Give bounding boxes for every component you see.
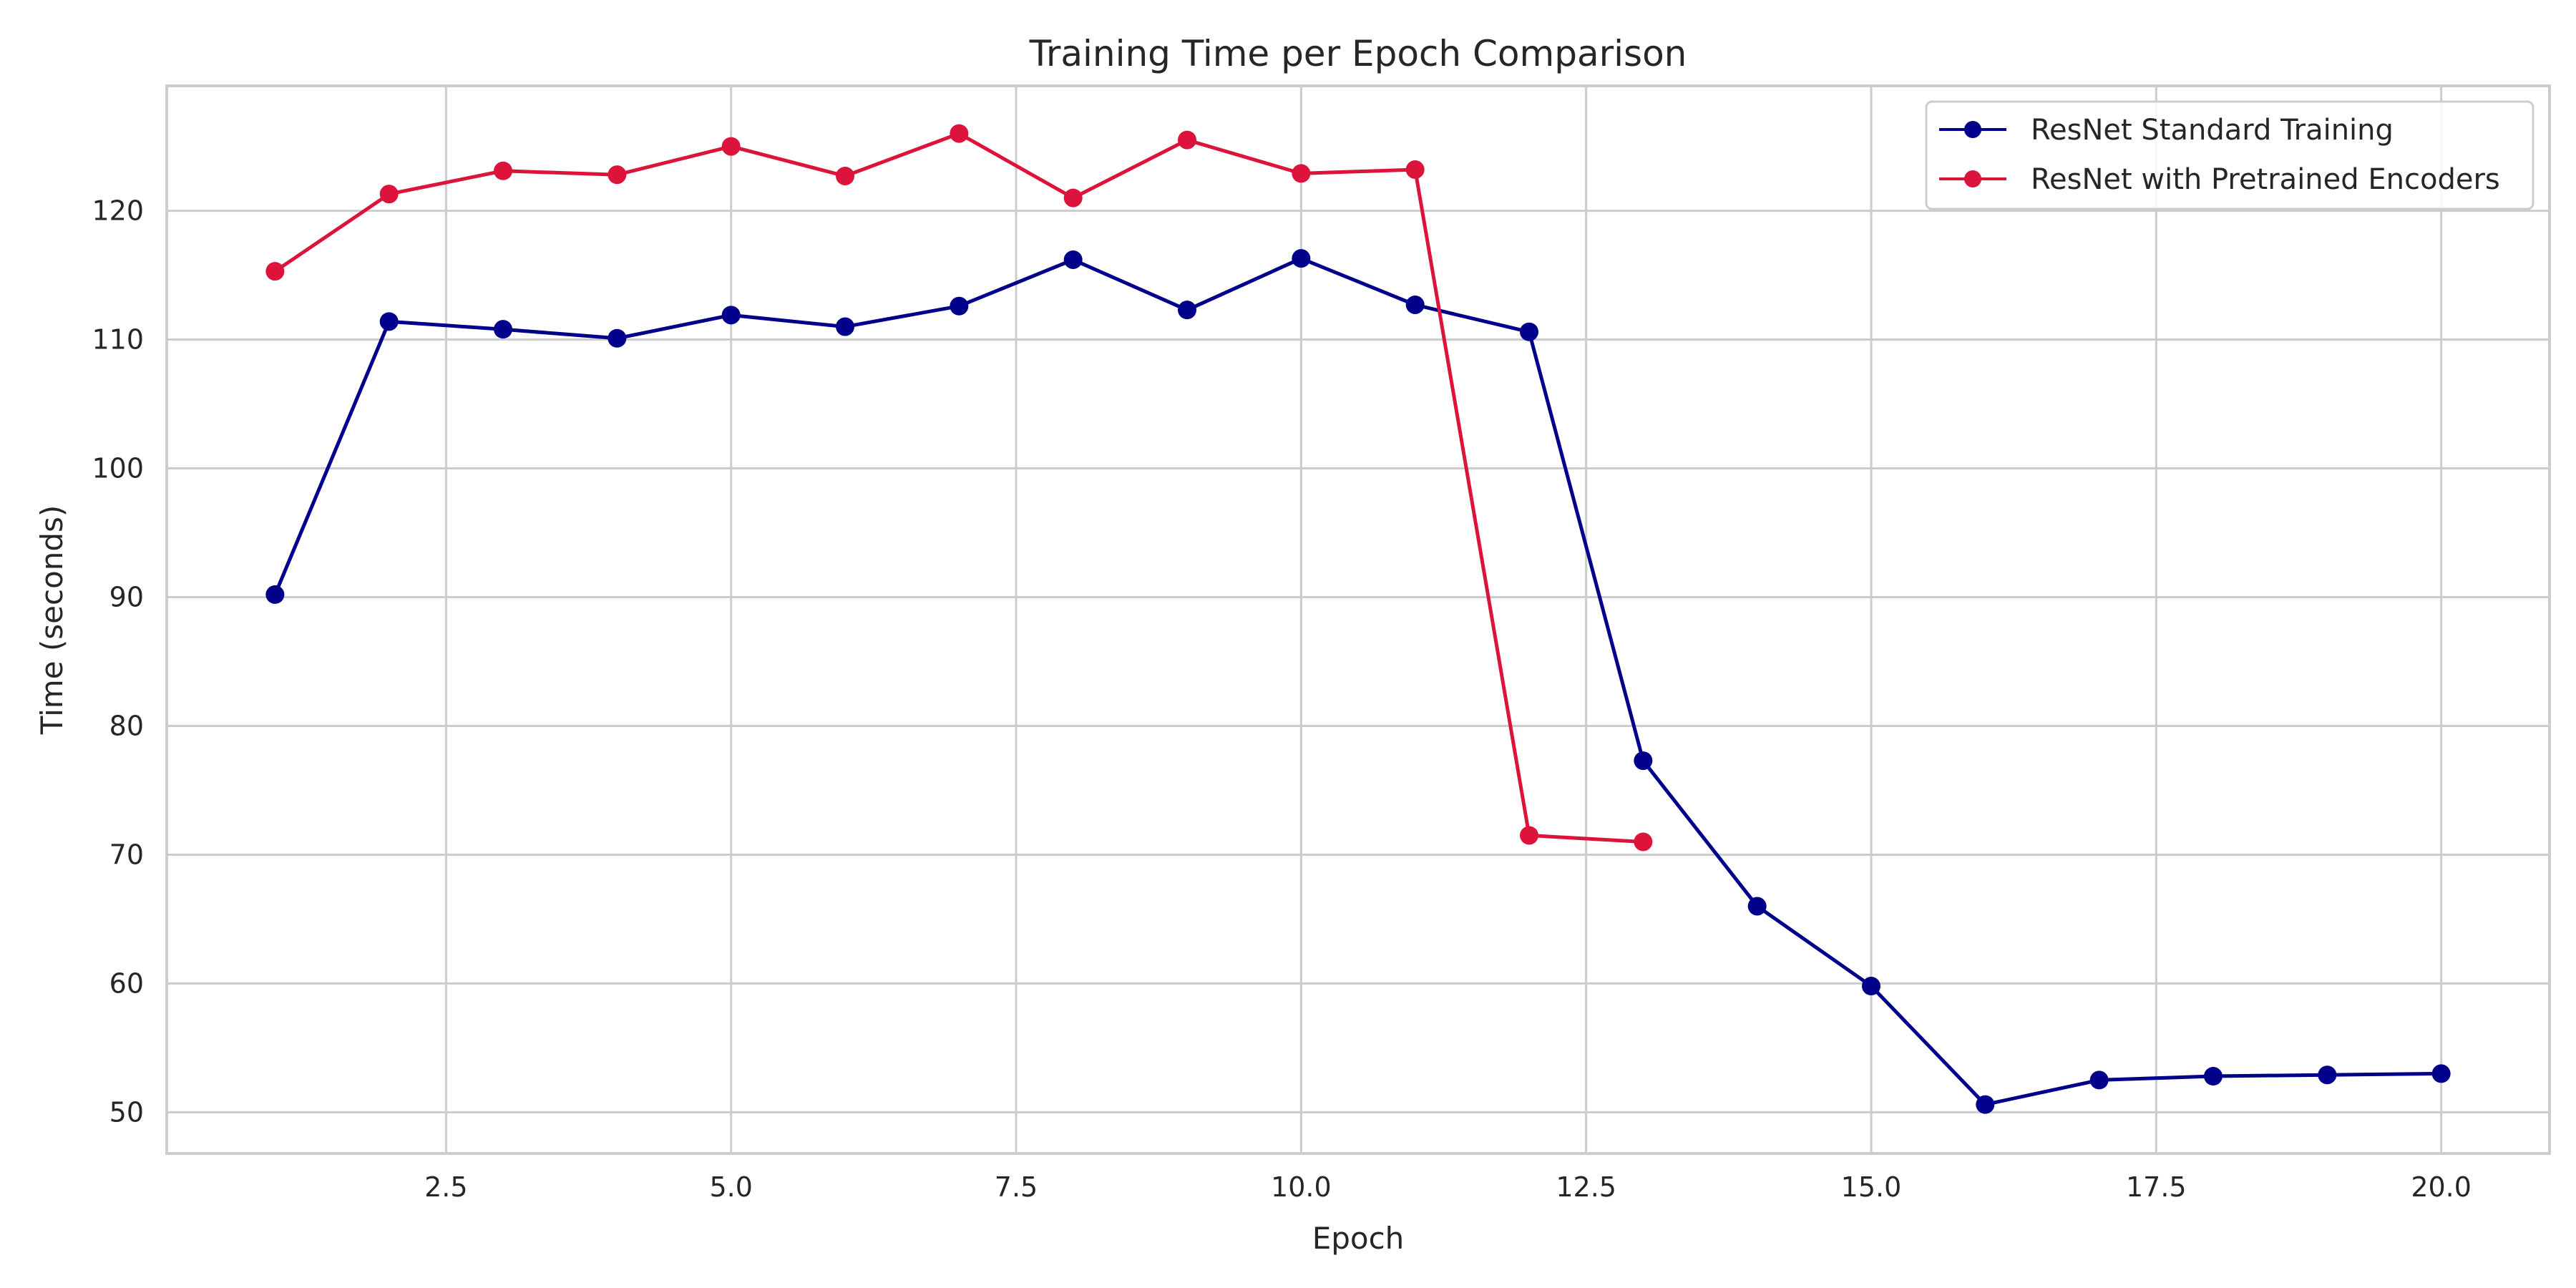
y-tick-label: 110 xyxy=(92,324,144,356)
legend-label-pretrained: ResNet with Pretrained Encoders xyxy=(2031,163,2500,196)
data-point xyxy=(1519,826,1538,845)
data-point xyxy=(721,137,741,156)
data-point xyxy=(1063,188,1083,208)
data-point xyxy=(2089,1070,2109,1090)
x-tick-label: 5.0 xyxy=(709,1171,752,1203)
y-tick-label: 100 xyxy=(92,453,144,484)
data-point xyxy=(379,312,399,331)
data-point xyxy=(1519,322,1538,341)
data-point xyxy=(1634,832,1653,852)
chart-title: Training Time per Epoch Comparison xyxy=(1029,33,1687,74)
data-point xyxy=(494,161,513,180)
data-point xyxy=(1178,130,1197,150)
y-axis-label: Time (seconds) xyxy=(34,505,69,736)
data-point xyxy=(379,185,399,204)
plot-frame xyxy=(165,84,2551,1155)
x-tick-label: 12.5 xyxy=(1556,1171,1616,1203)
data-point xyxy=(1861,977,1880,996)
series-layer xyxy=(265,124,2451,1114)
legend: ResNet Standard Training ResNet with Pre… xyxy=(1925,100,2534,210)
x-tick-label: 17.5 xyxy=(2126,1171,2187,1203)
x-axis-label: Epoch xyxy=(1312,1221,1405,1256)
data-point xyxy=(950,124,969,143)
data-point xyxy=(1405,295,1425,314)
data-point xyxy=(608,165,627,185)
x-tick-labels: 2.5 5.0 7.5 10.0 12.5 15.0 17.5 20.0 xyxy=(424,1171,2472,1203)
data-point xyxy=(494,320,513,339)
y-tick-label: 90 xyxy=(109,582,144,613)
data-point xyxy=(1976,1095,1995,1114)
data-point xyxy=(1747,897,1767,916)
y-tick-label: 80 xyxy=(109,710,144,741)
y-tick-labels: 50 60 70 80 90 100 110 120 xyxy=(92,195,144,1128)
data-point xyxy=(1178,301,1197,320)
y-tick-label: 70 xyxy=(109,839,144,870)
data-point xyxy=(1405,160,1425,179)
y-tick-label: 60 xyxy=(109,967,144,999)
data-point xyxy=(2431,1064,2451,1083)
x-tick-label: 2.5 xyxy=(424,1171,467,1203)
legend-box xyxy=(1925,100,2534,210)
y-tick-label: 50 xyxy=(109,1096,144,1128)
data-point xyxy=(836,317,855,336)
series-line-1 xyxy=(273,132,1644,844)
legend-marker-standard xyxy=(1964,121,1981,138)
series-line-0 xyxy=(273,256,2441,1107)
x-tick-label: 20.0 xyxy=(2411,1171,2472,1203)
data-point xyxy=(836,166,855,185)
x-tick-label: 15.0 xyxy=(1841,1171,1902,1203)
data-point xyxy=(2203,1067,2223,1086)
data-point xyxy=(265,585,285,604)
data-point xyxy=(608,328,627,348)
legend-label-standard: ResNet Standard Training xyxy=(2031,114,2394,147)
x-tick-label: 7.5 xyxy=(995,1171,1038,1203)
data-point xyxy=(265,262,285,281)
data-point xyxy=(950,296,969,316)
data-point xyxy=(721,306,741,325)
legend-marker-pretrained xyxy=(1964,170,1981,187)
data-point xyxy=(1634,751,1653,771)
data-point xyxy=(1292,249,1311,268)
data-point xyxy=(1063,250,1083,269)
y-tick-label: 120 xyxy=(92,195,144,227)
data-point xyxy=(2318,1065,2337,1085)
grid-lines xyxy=(167,86,2550,1153)
x-tick-label: 10.0 xyxy=(1271,1171,1332,1203)
data-point xyxy=(1292,164,1311,183)
